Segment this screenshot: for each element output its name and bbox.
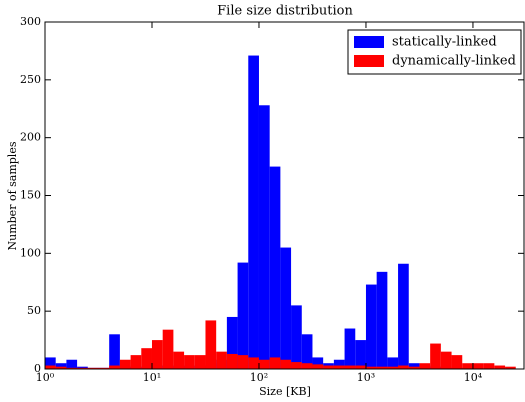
bar bbox=[280, 359, 292, 369]
bar bbox=[109, 334, 120, 369]
bar bbox=[130, 355, 142, 369]
bar bbox=[173, 351, 185, 369]
bar bbox=[398, 365, 409, 369]
bar bbox=[451, 355, 463, 369]
bar bbox=[87, 367, 99, 369]
bar bbox=[376, 271, 388, 369]
bar bbox=[355, 340, 366, 369]
bar bbox=[483, 363, 495, 369]
bar bbox=[269, 166, 281, 369]
bar bbox=[301, 363, 313, 369]
bar bbox=[505, 366, 516, 369]
bar bbox=[440, 351, 452, 369]
bar bbox=[472, 363, 484, 369]
y-tick-label: 300 bbox=[20, 15, 41, 28]
bar bbox=[430, 343, 441, 369]
bar bbox=[55, 366, 67, 369]
bar bbox=[365, 366, 377, 369]
bar bbox=[77, 367, 88, 369]
bar bbox=[226, 353, 238, 369]
bar bbox=[151, 340, 163, 369]
y-tick-label: 200 bbox=[20, 131, 41, 144]
y-axis-label: Number of samples bbox=[6, 141, 19, 250]
bar bbox=[333, 359, 345, 369]
y-tick-label: 250 bbox=[20, 73, 41, 86]
bar bbox=[387, 357, 399, 369]
bar bbox=[45, 365, 56, 369]
bar bbox=[365, 284, 377, 369]
bar bbox=[216, 351, 227, 369]
bar bbox=[408, 366, 420, 369]
bar bbox=[258, 359, 270, 369]
legend: statically-linked dynamically-linked bbox=[347, 29, 522, 75]
x-tick-label: 10⁰ bbox=[36, 371, 55, 384]
bar bbox=[376, 366, 388, 369]
legend-label: dynamically-linked bbox=[392, 54, 516, 69]
x-tick-label: 10⁴ bbox=[464, 371, 483, 384]
bar bbox=[98, 367, 110, 369]
legend-swatch bbox=[354, 36, 384, 48]
bar bbox=[355, 365, 366, 369]
bar bbox=[66, 367, 78, 369]
bar bbox=[194, 355, 206, 369]
bar bbox=[398, 263, 409, 369]
bar bbox=[226, 316, 238, 369]
bar bbox=[387, 366, 399, 369]
x-axis-label: Size [KB] bbox=[259, 385, 311, 398]
bar bbox=[248, 357, 259, 369]
bar bbox=[66, 359, 78, 369]
x-tick-label: 10¹ bbox=[143, 371, 161, 384]
bar bbox=[291, 362, 302, 369]
bar bbox=[312, 357, 324, 369]
y-tick-label: 150 bbox=[20, 189, 41, 202]
x-tick-label: 10³ bbox=[357, 371, 375, 384]
bar bbox=[323, 365, 334, 369]
bar bbox=[55, 363, 67, 369]
bar bbox=[333, 365, 345, 369]
bar bbox=[45, 357, 56, 369]
bar bbox=[109, 365, 120, 369]
y-tick-label: 50 bbox=[27, 304, 41, 317]
y-tick-label: 100 bbox=[20, 246, 41, 259]
bar bbox=[494, 365, 506, 369]
bar bbox=[162, 329, 174, 369]
bar bbox=[248, 55, 259, 369]
bar bbox=[205, 320, 217, 369]
bar bbox=[119, 359, 131, 369]
y-tick-label: 0 bbox=[34, 362, 41, 375]
bar bbox=[462, 363, 473, 369]
bar bbox=[312, 364, 324, 369]
bar bbox=[291, 305, 302, 369]
bar bbox=[280, 247, 292, 369]
legend-label: statically-linked bbox=[392, 35, 497, 50]
chart-title: File size distribution bbox=[217, 4, 353, 19]
bar bbox=[301, 334, 313, 369]
legend-swatch bbox=[354, 55, 384, 67]
bar bbox=[258, 105, 270, 369]
x-tick-label: 10² bbox=[250, 371, 268, 384]
bar bbox=[237, 355, 249, 369]
bar bbox=[237, 262, 249, 369]
bar bbox=[408, 363, 420, 369]
bar bbox=[269, 357, 281, 369]
bar bbox=[344, 365, 356, 369]
bar bbox=[184, 355, 195, 369]
bar bbox=[344, 328, 356, 369]
bar bbox=[141, 348, 152, 369]
bar bbox=[419, 363, 431, 369]
